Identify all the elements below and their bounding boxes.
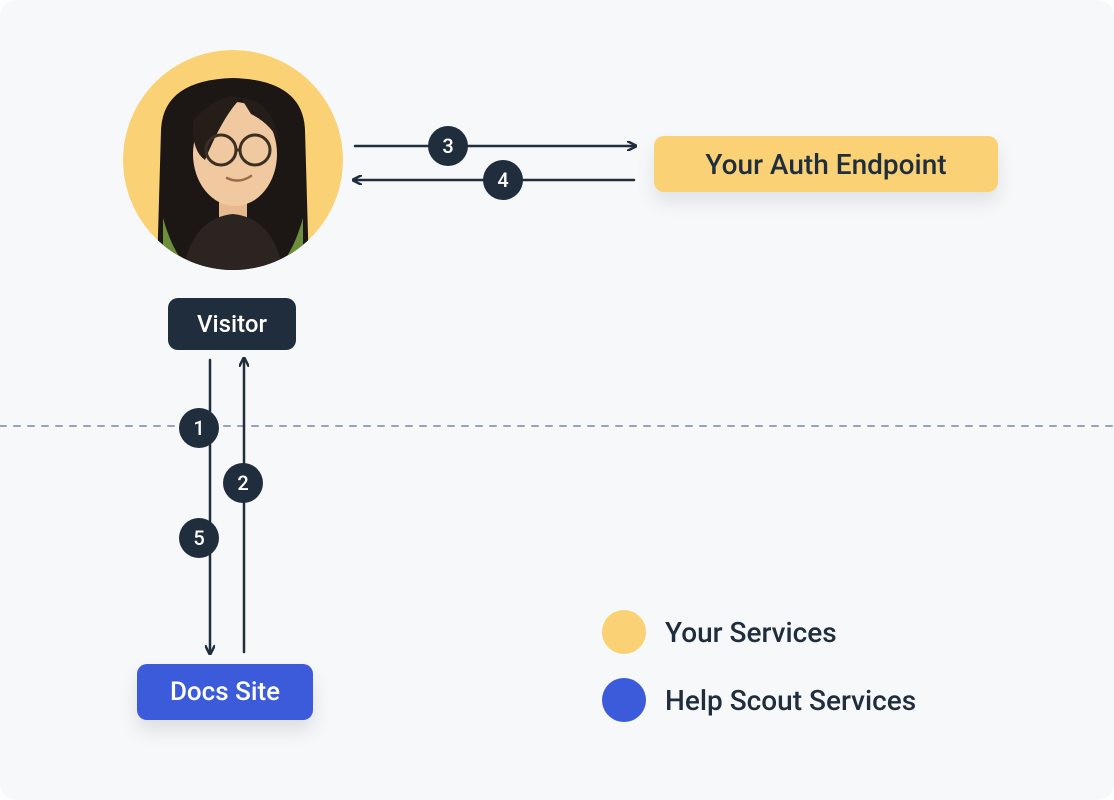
step-badge-2-num: 2 [237, 471, 248, 495]
step-badge-1: 1 [179, 408, 219, 448]
visitor-node-label: Visitor [197, 310, 267, 338]
auth-endpoint-node: Your Auth Endpoint [654, 136, 998, 192]
step-badge-2: 2 [223, 463, 263, 503]
docs-site-label: Docs Site [170, 677, 280, 707]
legend-label-your-services: Your Services [665, 616, 837, 649]
step-badge-5: 5 [179, 518, 219, 558]
step-badge-4: 4 [483, 160, 523, 200]
step-badge-3: 3 [428, 126, 468, 166]
docs-site-node: Docs Site [137, 664, 313, 720]
step-badge-5-num: 5 [193, 526, 204, 550]
auth-endpoint-label: Your Auth Endpoint [705, 148, 946, 181]
visitor-avatar [123, 50, 343, 270]
diagram-canvas: Visitor Your Auth Endpoint Docs Site 3 4… [0, 0, 1114, 800]
step-badge-3-num: 3 [442, 134, 453, 158]
visitor-node: Visitor [168, 298, 296, 350]
step-badge-4-num: 4 [497, 168, 508, 192]
legend-dot-your-services [602, 610, 646, 654]
legend-dot-help-scout [602, 678, 646, 722]
legend-label-help-scout: Help Scout Services [665, 684, 916, 717]
step-badge-1-num: 1 [193, 416, 204, 440]
